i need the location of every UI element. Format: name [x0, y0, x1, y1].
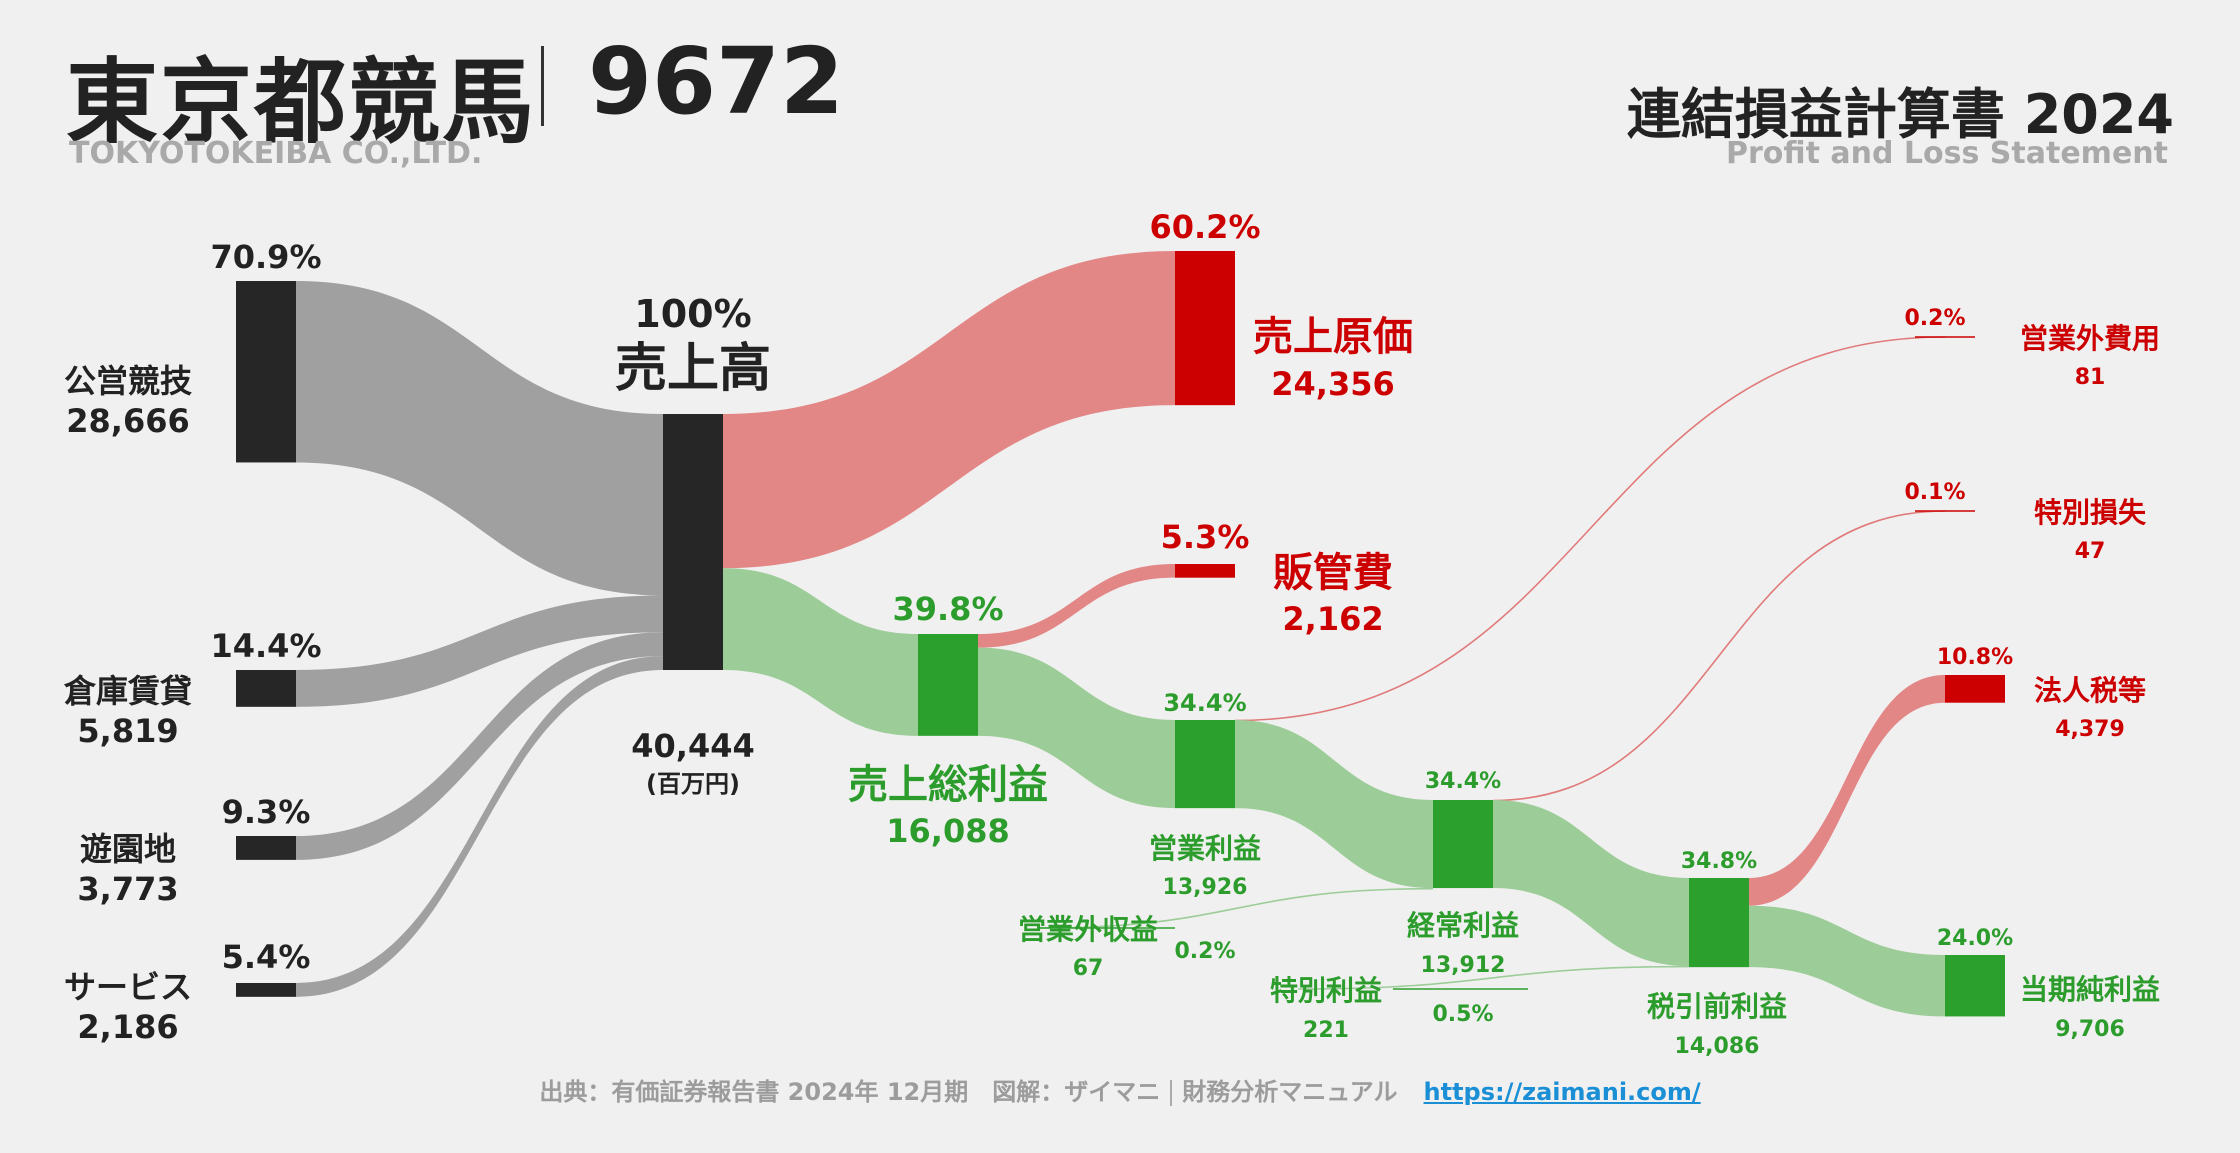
pct-label-tax: 10.8%: [1937, 645, 2013, 670]
value-label-koei: 28,666: [66, 402, 189, 440]
link-ordinary-to-pretax: [1493, 800, 1689, 967]
name-label-soko: 倉庫賃貸: [63, 672, 192, 710]
name-label-koei: 公営競技: [64, 362, 192, 400]
footer-divider: [1170, 1080, 1173, 1106]
footer-source: 出典：有価証券報告書 2024年 12月期 図解：ザイマニ: [539, 1078, 1161, 1106]
link-pretax-to-tax: [1749, 675, 1945, 906]
value-label-revenue: 40,444: [631, 727, 754, 765]
value-label-nonop_inc: 67: [1073, 956, 1104, 981]
pct-label-ordinary: 34.4%: [1425, 769, 1501, 794]
value-label-gross: 16,088: [886, 812, 1009, 850]
name-label-op: 営業利益: [1149, 832, 1261, 865]
title-divider: [541, 46, 544, 126]
pct-label-net: 24.0%: [1937, 926, 2013, 951]
value-label-op: 13,926: [1163, 875, 1248, 900]
link-ordinary-to-ext_loss: [1492, 510, 1946, 802]
value-label-nonop_exp: 81: [2075, 365, 2106, 390]
node-gross: [918, 634, 978, 736]
name-label-gross: 売上総利益: [848, 762, 1048, 808]
node-net: [1945, 955, 2005, 1017]
sankey-links: [296, 251, 1946, 1017]
link-gross-to-op: [978, 647, 1175, 809]
pct-label-nonop_exp: 0.2%: [1904, 306, 1965, 331]
name-label-cogs: 売上原価: [1253, 314, 1413, 360]
pct-label-cogs: 60.2%: [1149, 208, 1260, 246]
sankey-nodes: [236, 251, 2005, 1017]
name-label-tax: 法人税等: [2034, 674, 2146, 707]
node-pretax: [1689, 878, 1749, 968]
footer: 出典：有価証券報告書 2024年 12月期 図解：ザイマニ 財務分析マニュアル ht…: [0, 1072, 2240, 1107]
footer-url-link[interactable]: https://zaimani.com/: [1423, 1078, 1701, 1106]
value-label-sga: 2,162: [1282, 600, 1383, 638]
company-name-en: TOKYOTOKEIBA CO.,LTD.: [69, 136, 483, 171]
value-label-ext_loss: 47: [2075, 539, 2106, 564]
name-label-sga: 販管費: [1273, 550, 1393, 596]
node-cogs: [1175, 251, 1235, 406]
node-yuen: [236, 836, 296, 860]
pct-label-gross: 39.8%: [892, 590, 1003, 628]
value-label-net: 9,706: [2055, 1017, 2125, 1042]
pct-label-revenue: 100%: [634, 292, 751, 336]
node-koei: [236, 281, 296, 463]
pct-label-service: 5.4%: [222, 938, 311, 976]
name-label-revenue: 売上高: [615, 339, 771, 399]
pct-label-yuen: 9.3%: [222, 793, 311, 831]
value-label-cogs: 24,356: [1271, 365, 1394, 403]
node-soko: [236, 670, 296, 707]
statement-title: 連結損益計算書 2024: [1626, 83, 2174, 146]
link-nonop_inc-to-ordinary: [1039, 887, 1434, 929]
link-service-to-revenue: [296, 656, 663, 997]
name-label-yuen: 遊園地: [80, 830, 176, 868]
name-label-ordinary: 経常利益: [1407, 909, 1519, 942]
link-op-to-ordinary: [1235, 720, 1433, 889]
link-op-to-nonop_exp: [1234, 336, 1946, 722]
name-label-ext_gain: 特別利益: [1270, 974, 1382, 1007]
pct-label-sga: 5.3%: [1161, 518, 1250, 556]
link-revenue-to-cogs: [723, 251, 1175, 569]
value-label-service: 2,186: [77, 1008, 178, 1046]
company-name: 東京都競馬: [66, 49, 537, 156]
value-label-ext_gain: 221: [1303, 1018, 1349, 1043]
value-label-tax: 4,379: [2055, 717, 2125, 742]
name-label-pretax: 税引前利益: [1647, 990, 1787, 1023]
name-label-net: 当期純利益: [2020, 973, 2160, 1006]
name-label-service: サービス: [64, 968, 192, 1006]
pct-label-op: 34.4%: [1163, 689, 1246, 717]
node-sga: [1175, 564, 1235, 578]
link-ext_gain-to-pretax: [1297, 965, 1690, 990]
value-label-pretax: 14,086: [1675, 1034, 1760, 1059]
node-tax: [1945, 675, 2005, 703]
node-service: [236, 983, 296, 997]
footer-brand: 財務分析マニュアル: [1182, 1078, 1398, 1106]
link-koei-to-revenue: [296, 281, 663, 596]
link-gross-to-sga: [978, 564, 1175, 648]
link-revenue-to-gross: [723, 568, 918, 736]
node-revenue: [663, 414, 723, 670]
node-op: [1175, 720, 1235, 809]
stock-code: 9672: [588, 28, 845, 135]
link-soko-to-revenue: [296, 595, 663, 707]
link-yuen-to-revenue: [296, 632, 663, 860]
value-label-soko: 5,819: [77, 712, 178, 750]
pct-label-pretax: 34.8%: [1681, 849, 1757, 874]
statement-subtitle: Profit and Loss Statement: [1725, 136, 2168, 171]
node-ordinary: [1433, 800, 1493, 889]
name-label-nonop_inc: 営業外収益: [1018, 913, 1158, 946]
link-pretax-to-net: [1749, 905, 1945, 1017]
value-label-ordinary: 13,912: [1421, 953, 1506, 978]
value-label-yuen: 3,773: [77, 870, 178, 908]
name-label-nonop_exp: 営業外費用: [2020, 322, 2160, 355]
pct-label-soko: 14.4%: [210, 627, 321, 665]
pct-label-nonop_inc: 0.2%: [1174, 939, 1235, 964]
pct-label-koei: 70.9%: [210, 238, 321, 276]
name-label-ext_loss: 特別損失: [2034, 496, 2147, 529]
pct-label-ext_gain: 0.5%: [1432, 1002, 1493, 1027]
pct-label-ext_loss: 0.1%: [1904, 480, 1965, 505]
unit-label: (百万円): [646, 770, 740, 798]
